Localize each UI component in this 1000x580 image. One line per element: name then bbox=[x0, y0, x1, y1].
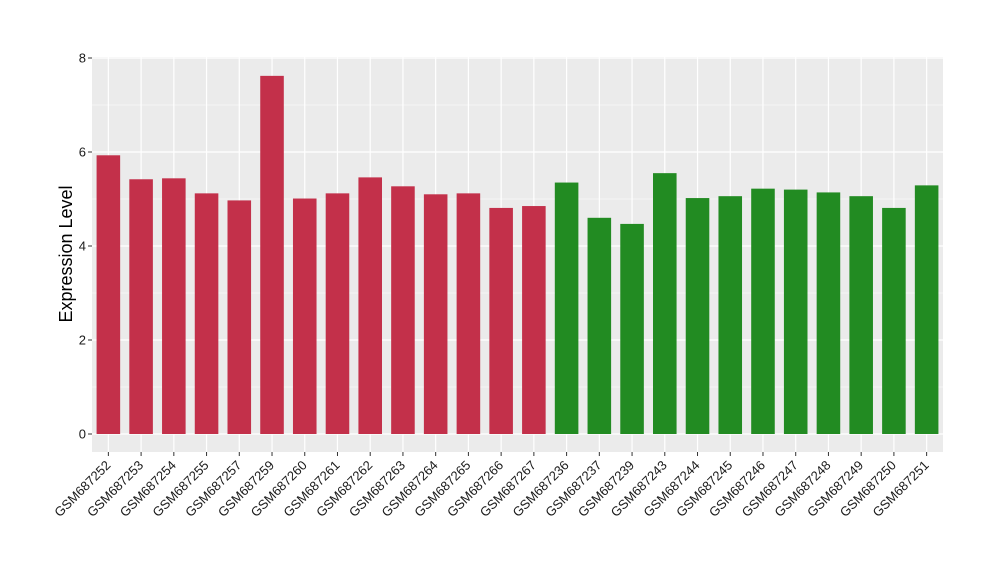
y-axis-title: Expression Level bbox=[56, 185, 76, 322]
bar bbox=[783, 189, 808, 434]
y-axis: 0 2 4 6 8 bbox=[79, 51, 92, 442]
y-tick-label: 8 bbox=[79, 51, 86, 66]
bar bbox=[489, 207, 513, 434]
bar bbox=[620, 223, 644, 434]
bar bbox=[129, 179, 153, 434]
y-tick-label: 2 bbox=[79, 333, 86, 348]
bars bbox=[96, 75, 939, 435]
y-tick-label: 4 bbox=[79, 239, 86, 254]
bar bbox=[751, 188, 775, 434]
y-tick-label: 6 bbox=[79, 145, 86, 160]
bar bbox=[587, 217, 612, 434]
bar bbox=[423, 194, 448, 434]
bar bbox=[522, 206, 546, 434]
bar bbox=[914, 185, 939, 434]
bar bbox=[653, 173, 677, 434]
x-axis: GSM687252GSM687253GSM687254GSM687255GSM6… bbox=[51, 452, 932, 520]
bar bbox=[194, 193, 219, 434]
bar bbox=[227, 200, 252, 434]
bar bbox=[358, 177, 382, 434]
bar bbox=[456, 193, 481, 434]
bar bbox=[292, 198, 317, 434]
bar bbox=[685, 198, 710, 434]
bar bbox=[260, 75, 284, 435]
bar bbox=[849, 196, 873, 434]
bar bbox=[96, 155, 121, 435]
bar bbox=[325, 193, 350, 434]
bar bbox=[882, 207, 906, 434]
plot-panel bbox=[92, 57, 943, 452]
y-tick-label: 0 bbox=[79, 427, 86, 442]
bar bbox=[554, 182, 579, 434]
bar bbox=[162, 178, 186, 434]
bar bbox=[816, 192, 841, 434]
bar bbox=[391, 186, 415, 434]
bar bbox=[718, 196, 743, 434]
